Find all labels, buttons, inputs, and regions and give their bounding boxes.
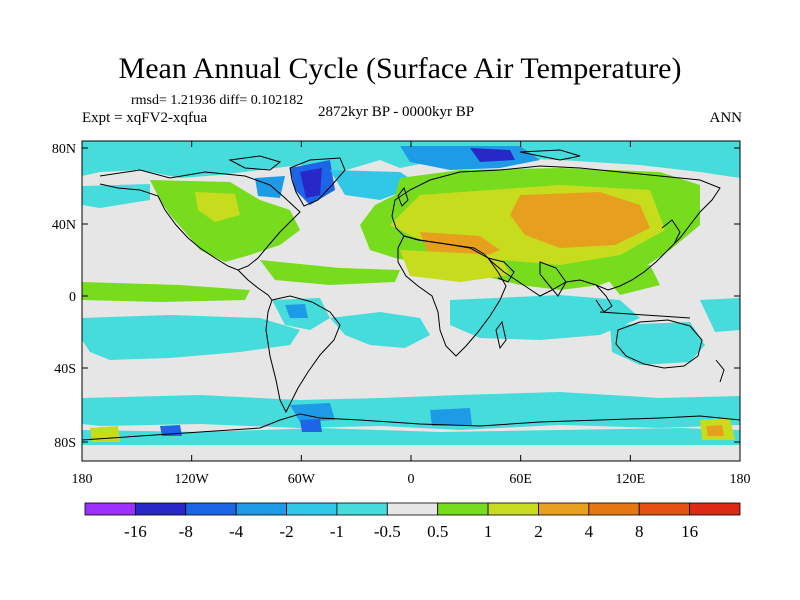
color-legend: -16 -8 -4 -2 -1 -0.5 0.5 1 2 4 8 16 <box>84 502 741 541</box>
anomaly-antarctic-orange <box>706 425 724 436</box>
coast-south-america <box>265 295 341 414</box>
anomaly-antarctic-deep-2 <box>300 419 322 432</box>
anomaly-southern-ocean-blue-2 <box>430 408 472 426</box>
legend-swatch <box>638 502 691 516</box>
legend-swatch <box>386 502 439 516</box>
coast-japan <box>661 219 681 245</box>
coast-antarctica <box>82 413 740 441</box>
anomaly-australia-cyan <box>610 322 705 365</box>
anomaly-tasman-cyan <box>700 298 740 332</box>
anomaly-north-america <box>150 180 300 262</box>
coast-australia <box>615 319 703 369</box>
lon-tick-label: 180 <box>72 472 93 487</box>
anomaly-north-pacific-cyan <box>82 184 150 208</box>
anomaly-field <box>82 141 740 445</box>
legend-label: -8 <box>179 522 193 541</box>
legend-swatch <box>286 502 338 516</box>
anomaly-africa-sahel <box>400 250 510 282</box>
anomaly-south-atlantic-cyan <box>330 312 430 348</box>
anomaly-arctic-deep <box>470 148 515 162</box>
legend-swatch <box>588 502 640 516</box>
legend-label: -1 <box>330 522 344 541</box>
coast-india <box>539 261 567 297</box>
legend-swatch <box>235 502 287 516</box>
coast-southeast-asia <box>595 284 613 313</box>
coast-new-zealand <box>715 359 725 383</box>
legend-label: -0.5 <box>374 522 401 541</box>
lon-tick-label: 120W <box>175 472 210 487</box>
lon-tick-label: 180 <box>730 472 751 487</box>
coast-siberia-islands <box>519 149 581 161</box>
legend-label: 8 <box>635 522 644 541</box>
legend-label: 1 <box>484 522 493 541</box>
legend-swatch <box>689 502 741 516</box>
legend-label: 16 <box>681 522 698 541</box>
lat-tick-label: 80S <box>54 436 76 451</box>
legend-swatch <box>185 502 237 516</box>
anomaly-southern-ocean-blue-1 <box>290 403 335 422</box>
coast-canada-islands <box>228 155 282 171</box>
anomaly-amazon-blue <box>285 304 308 318</box>
anomaly-antarctic-cyan <box>82 428 740 445</box>
lon-tick-label: 120E <box>616 472 646 487</box>
anomaly-south-pacific-cyan <box>82 315 300 360</box>
legend-label: -4 <box>229 522 244 541</box>
anomaly-greenland-deep <box>300 168 322 198</box>
lat-tick-label: 40N <box>52 218 76 233</box>
legend-label: -16 <box>124 522 147 541</box>
anomaly-north-america-yellow <box>195 192 240 222</box>
lat-tick-label: 80N <box>52 142 76 157</box>
chart-title: Mean Annual Cycle (Surface Air Temperatu… <box>118 52 682 85</box>
legend-swatch <box>538 502 590 516</box>
coast-central-america <box>237 269 273 301</box>
axis-ticks: 80N 40N 0 40S 80S 180 120W 60W 0 60E 120E 180 <box>52 141 751 487</box>
legend-label: 4 <box>585 522 594 541</box>
coast-madagascar <box>495 320 507 350</box>
period-label: 2872kyr BP - 0000kyr BP <box>318 104 475 120</box>
coast-north-america <box>99 169 301 271</box>
anomaly-tropical-pacific <box>82 282 250 302</box>
lat-tick-label: 40S <box>54 362 76 377</box>
anomaly-tropical-atlantic <box>260 260 400 285</box>
legend-label: -2 <box>279 522 293 541</box>
coastlines <box>82 149 740 441</box>
season-label: ANN <box>709 110 743 126</box>
legend-swatch <box>487 502 539 516</box>
coast-africa <box>397 235 507 357</box>
lat-tick-label: 0 <box>69 290 76 305</box>
experiment-label: Expt = xqFV2-xqfua <box>82 110 208 126</box>
coast-uk <box>397 186 409 207</box>
lon-tick-label: 60E <box>509 472 532 487</box>
lon-tick-label: 0 <box>408 472 415 487</box>
legend-swatch <box>134 502 187 516</box>
legend-swatch <box>84 502 136 516</box>
legend-swatch <box>336 502 388 516</box>
coast-indonesia <box>599 311 691 319</box>
coast-greenland <box>289 157 346 207</box>
coast-arabia <box>487 257 515 283</box>
legend-swatch <box>437 502 489 516</box>
anomaly-canada-blue <box>255 176 285 198</box>
stats-text: rmsd= 1.21936 diff= 0.102182 <box>131 93 304 108</box>
anomaly-southern-ocean-cyan <box>82 392 740 430</box>
legend-label: 0.5 <box>427 522 448 541</box>
anomaly-asia-orange <box>510 192 650 248</box>
legend-label: 2 <box>534 522 543 541</box>
lon-tick-label: 60W <box>288 472 316 487</box>
